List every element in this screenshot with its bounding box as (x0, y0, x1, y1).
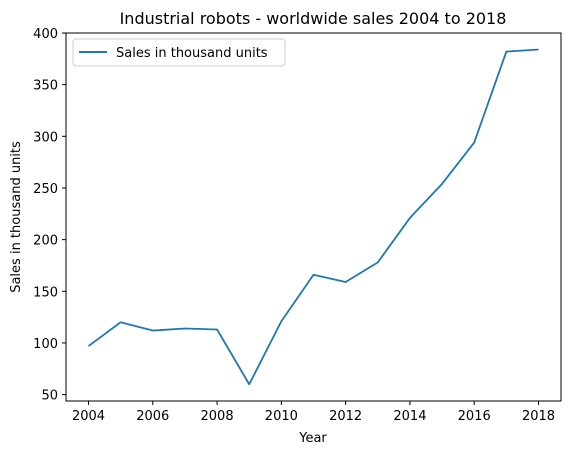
x-tick-label: 2018 (522, 409, 555, 424)
plot-area (65, 32, 562, 402)
y-tick-label: 150 (33, 285, 58, 300)
x-tick-label: 2016 (458, 409, 491, 424)
y-tick-label: 50 (41, 389, 58, 404)
x-axis: 2004 2006 2008 2010 2012 2014 2016 2018 (72, 401, 555, 424)
y-tick-label: 350 (33, 79, 58, 94)
chart-title: Industrial robots - worldwide sales 2004… (120, 9, 507, 28)
x-tick-label: 2010 (265, 409, 298, 424)
x-tick-label: 2008 (201, 409, 234, 424)
y-axis: 50 100 150 200 250 300 350 400 (33, 27, 66, 404)
x-tick-label: 2014 (393, 409, 426, 424)
series-layer (87, 48, 539, 386)
series-line (87, 48, 539, 386)
x-tick-label: 2012 (329, 409, 362, 424)
y-tick-label: 100 (33, 337, 58, 352)
x-axis-label: Year (298, 431, 327, 446)
y-axis-label: Sales in thousand units (9, 141, 24, 293)
y-tick-label: 250 (33, 182, 58, 197)
y-tick-label: 400 (33, 27, 58, 42)
y-tick-label: 200 (33, 234, 58, 249)
y-tick-label: 300 (33, 130, 58, 145)
x-tick-label: 2006 (136, 409, 169, 424)
legend-box (72, 38, 286, 67)
legend: Sales in thousand units (72, 38, 286, 67)
x-tick-label: 2004 (72, 409, 105, 424)
legend-label: Sales in thousand units (116, 46, 268, 61)
